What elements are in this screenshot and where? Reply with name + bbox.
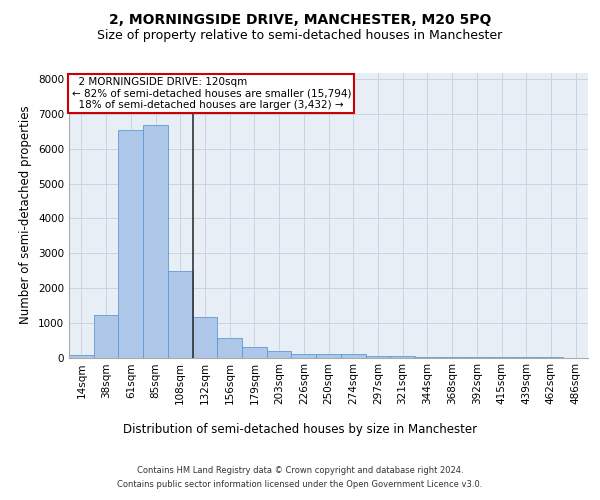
- Bar: [69, 354, 94, 358]
- Bar: [267, 352, 292, 358]
- Bar: [390, 356, 415, 358]
- Bar: [365, 356, 390, 358]
- Text: 2, MORNINGSIDE DRIVE, MANCHESTER, M20 5PQ: 2, MORNINGSIDE DRIVE, MANCHESTER, M20 5P…: [109, 12, 491, 26]
- Bar: [316, 354, 341, 358]
- Bar: [217, 338, 242, 357]
- Bar: [168, 272, 193, 358]
- Bar: [193, 317, 217, 358]
- Text: Contains HM Land Registry data © Crown copyright and database right 2024.: Contains HM Land Registry data © Crown c…: [137, 466, 463, 475]
- Bar: [341, 354, 365, 358]
- Bar: [143, 126, 168, 358]
- Y-axis label: Number of semi-detached properties: Number of semi-detached properties: [19, 106, 32, 324]
- Bar: [94, 315, 118, 358]
- Text: Contains public sector information licensed under the Open Government Licence v3: Contains public sector information licen…: [118, 480, 482, 489]
- Bar: [118, 130, 143, 358]
- Text: 2 MORNINGSIDE DRIVE: 120sqm
← 82% of semi-detached houses are smaller (15,794)
 : 2 MORNINGSIDE DRIVE: 120sqm ← 82% of sem…: [71, 77, 351, 110]
- Text: Size of property relative to semi-detached houses in Manchester: Size of property relative to semi-detach…: [97, 29, 503, 42]
- Bar: [242, 346, 267, 358]
- Bar: [292, 354, 316, 358]
- Text: Distribution of semi-detached houses by size in Manchester: Distribution of semi-detached houses by …: [123, 422, 477, 436]
